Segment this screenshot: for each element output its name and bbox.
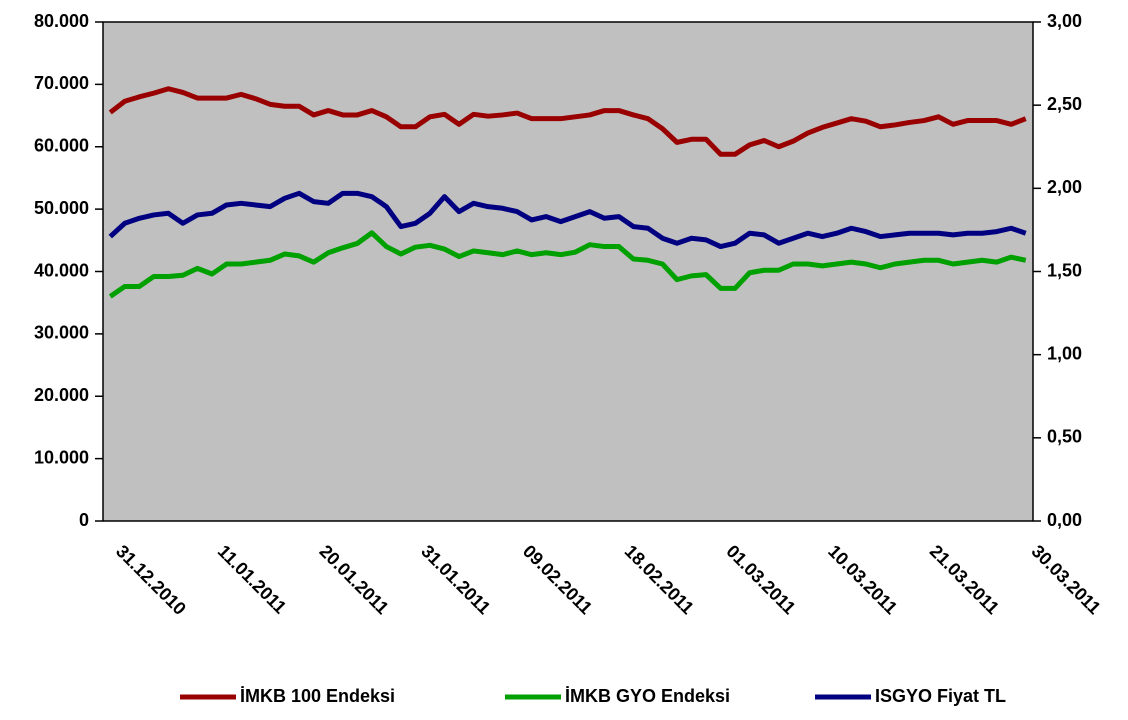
x-tick-label: 11.01.2011 <box>214 541 290 617</box>
x-tick-label: 10.03.2011 <box>824 541 901 618</box>
x-tick-label: 20.01.2011 <box>316 541 393 618</box>
x-tick-label: 30.03.2011 <box>1028 541 1105 618</box>
x-tick-label: 18.02.2011 <box>621 541 698 618</box>
y-tick-label: 40.000 <box>34 260 89 280</box>
legend-label: ISGYO Fiyat TL <box>875 686 1006 706</box>
y2-tick-label: 0,00 <box>1047 510 1082 530</box>
y2-tick-label: 1,50 <box>1047 260 1082 280</box>
legend-label: İMKB 100 Endeksi <box>240 686 395 706</box>
x-tick-label: 09.02.2011 <box>519 541 596 618</box>
y2-tick-label: 2,50 <box>1047 94 1082 114</box>
plot-area <box>102 21 1034 522</box>
y2-tick-label: 1,00 <box>1047 343 1082 363</box>
y-tick-label: 80.000 <box>34 11 89 31</box>
y-tick-label: 0 <box>79 510 89 530</box>
y-tick-label: 20.000 <box>34 385 89 405</box>
x-tick-label: 21.03.2011 <box>926 541 1003 618</box>
x-tick-label: 31.12.2010 <box>112 541 190 619</box>
y2-tick-label: 3,00 <box>1047 11 1082 31</box>
x-tick-label: 31.01.2011 <box>417 541 494 618</box>
y-tick-label: 50.000 <box>34 198 89 218</box>
y-tick-label: 30.000 <box>34 323 89 343</box>
y-tick-label: 70.000 <box>34 73 89 93</box>
x-tick-label: 01.03.2011 <box>722 541 799 618</box>
series-line <box>108 86 1027 157</box>
y2-tick-label: 0,50 <box>1047 427 1082 447</box>
series-line <box>108 190 1027 250</box>
y2-tick-label: 2,00 <box>1047 177 1082 197</box>
y-tick-label: 60.000 <box>34 136 89 156</box>
y-tick-label: 10.000 <box>34 447 89 467</box>
legend-label: İMKB GYO Endeksi <box>565 686 730 706</box>
series-line <box>108 230 1027 299</box>
